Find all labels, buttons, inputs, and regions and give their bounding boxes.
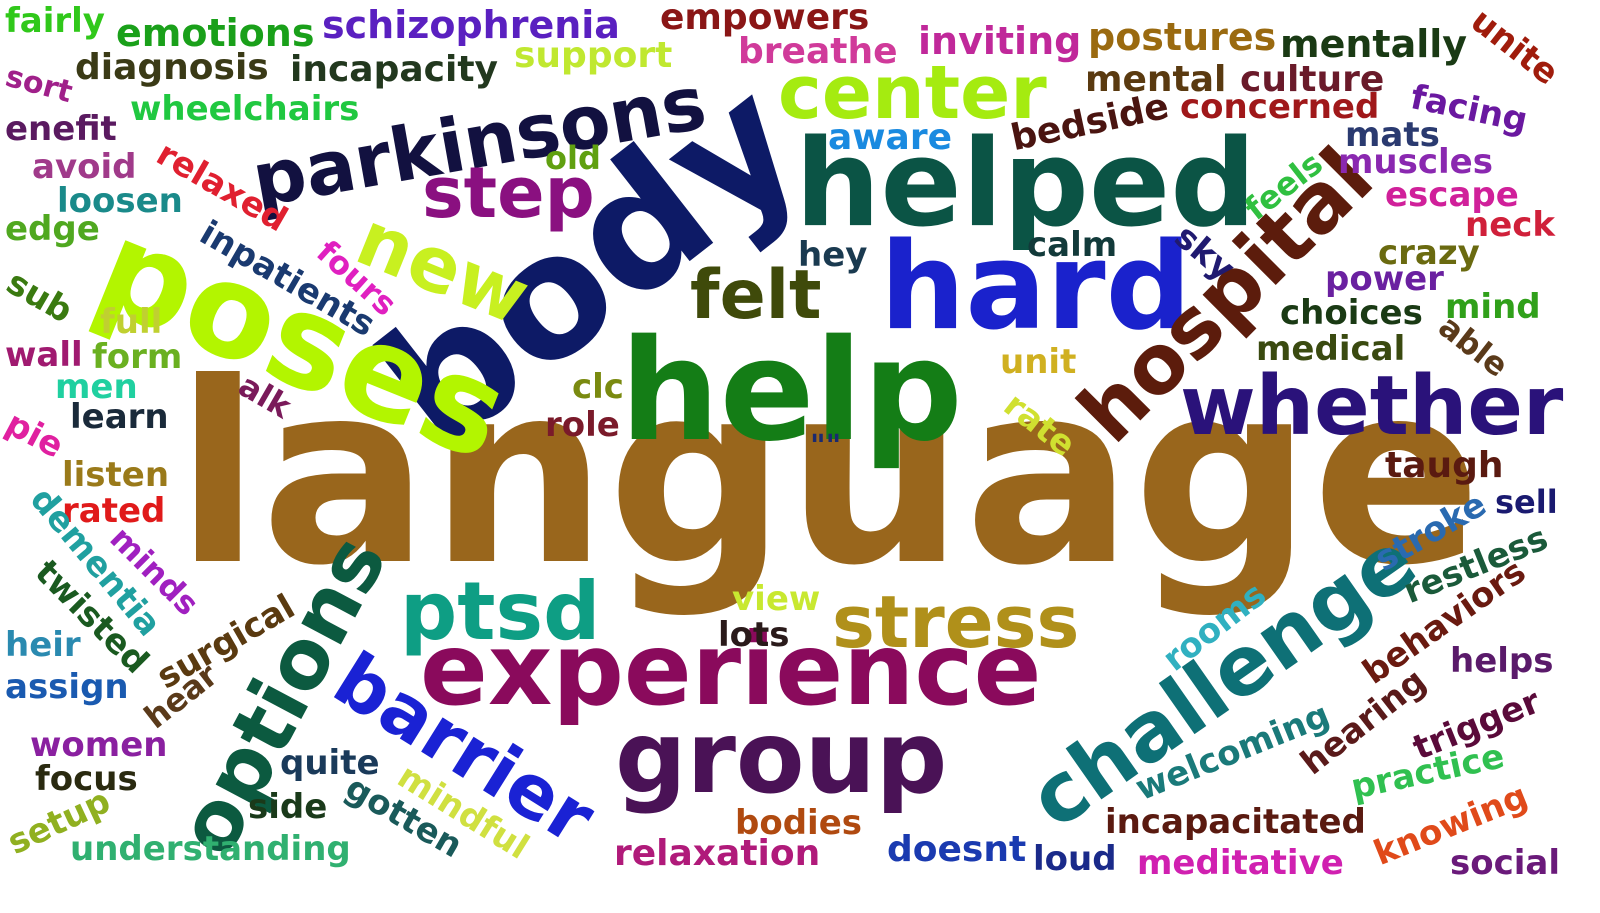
word-helped: helped: [795, 115, 1257, 254]
word-escape: escape: [1385, 175, 1519, 215]
word-doesnt: doesnt: [887, 829, 1027, 870]
word-lots: lots: [718, 615, 790, 655]
word-mind: mind: [1445, 287, 1541, 327]
word-sub: sub: [0, 262, 80, 332]
word-learn: learn: [70, 397, 169, 437]
word-hey: hey: [798, 235, 868, 275]
word-unite: unite: [1463, 0, 1567, 94]
word-taugh: taugh: [1385, 445, 1504, 486]
word-hard: hard: [880, 218, 1192, 357]
word-quotes: "": [810, 429, 842, 464]
word-clc: clc: [572, 367, 624, 407]
word-old: old: [545, 139, 601, 177]
word-focus: focus: [35, 759, 138, 799]
word-mats: mats: [1345, 115, 1440, 155]
word-breathe: breathe: [738, 31, 898, 72]
word-pie: pie: [0, 403, 70, 467]
word-felt: felt: [690, 256, 822, 335]
word-language: language: [175, 329, 1482, 620]
word-incapacitated: incapacitated: [1105, 802, 1366, 842]
word-mentally: mentally: [1280, 22, 1468, 66]
word-women: women: [30, 725, 168, 765]
word-listen: listen: [62, 455, 170, 495]
word-medical: medical: [1256, 329, 1406, 369]
word-wheelchairs: wheelchairs: [130, 89, 360, 129]
word-avoid: avoid: [32, 147, 137, 187]
word-helps: helps: [1450, 641, 1554, 681]
word-emotions: emotions: [116, 11, 315, 55]
word-empowers: empowers: [660, 0, 870, 38]
word-assign: assign: [5, 667, 129, 707]
word-understanding: understanding: [70, 829, 351, 869]
word-bodies: bodies: [735, 803, 862, 843]
word-side: side: [248, 787, 328, 827]
word-incapacity: incapacity: [290, 49, 499, 90]
word-quite: quite: [280, 743, 380, 783]
word-rated: rated: [62, 491, 166, 531]
word-wall: wall: [5, 335, 83, 375]
word-diagnosis: diagnosis: [75, 47, 269, 88]
word-loosen: loosen: [57, 181, 183, 221]
word-social: social: [1450, 843, 1561, 883]
word-choices: choices: [1280, 293, 1423, 333]
word-calm: calm: [1027, 225, 1118, 265]
word-group: group: [615, 699, 948, 816]
word-experience: experience: [420, 611, 1042, 728]
word-whether: whether: [1180, 359, 1564, 454]
word-heir: heir: [5, 625, 81, 665]
word-form: form: [92, 337, 183, 377]
word-loud: loud: [1033, 839, 1117, 879]
word-edge: edge: [5, 209, 100, 249]
word-meditative: meditative: [1137, 843, 1344, 883]
word-neck: neck: [1465, 205, 1556, 245]
word-muscles: muscles: [1338, 142, 1493, 182]
word-sort: sort: [1, 58, 77, 111]
word-schizophrenia: schizophrenia: [322, 3, 620, 47]
word-culture: culture: [1240, 59, 1385, 100]
word-full: full: [100, 302, 163, 342]
word-support: support: [514, 35, 673, 76]
word-center: center: [778, 50, 1047, 136]
word-aware: aware: [828, 117, 953, 158]
word-inviting: inviting: [918, 19, 1082, 63]
word-role: role: [545, 405, 620, 445]
word-unit: unit: [1000, 342, 1077, 382]
word-step: step: [422, 152, 595, 234]
word-relaxation: relaxation: [614, 833, 821, 874]
word-men: men: [55, 367, 138, 407]
word-power: power: [1325, 259, 1444, 299]
word-postures: postures: [1088, 15, 1277, 59]
word-stress: stress: [832, 580, 1080, 664]
word-mental: mental: [1085, 59, 1227, 100]
word-fairly: fairly: [5, 1, 105, 41]
word-help: help: [620, 310, 963, 473]
word-ptsd: ptsd: [400, 565, 601, 658]
word-view: view: [732, 579, 821, 619]
word-enefit: enefit: [5, 109, 117, 149]
word-crazy: crazy: [1378, 233, 1480, 273]
word-sell: sell: [1495, 483, 1558, 521]
word-concerned: concerned: [1180, 87, 1380, 127]
